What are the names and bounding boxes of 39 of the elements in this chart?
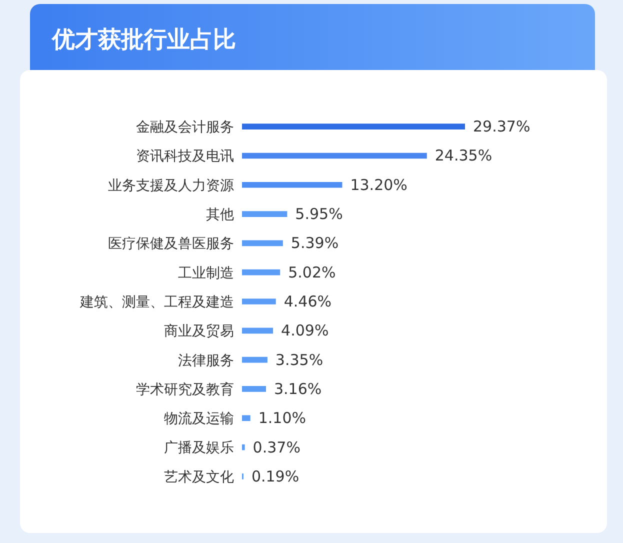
y-tick-label: 商业及贸易 [164,324,234,340]
bar [242,240,283,246]
bar [242,269,280,276]
data-label: 13.20% [350,176,408,194]
bar [242,211,288,217]
y-tick-label: 建筑、测量、工程及建造 [79,294,234,310]
y-tick-label: 医疗保健及兽医服务 [108,236,234,252]
y-tick-label: 业务支援及人力资源 [108,178,234,194]
y-tick-label: 物流及运输 [164,411,234,428]
y-tick-label: 广播及娱乐 [164,440,234,456]
bar [242,182,342,188]
data-label: 5.02% [288,263,336,282]
bar [242,386,266,392]
data-label: 4.46% [284,292,332,310]
data-label: 3.16% [274,380,322,398]
bar [242,328,274,334]
y-tick-label: 法律服务 [178,352,234,369]
chart-title: 优才获批行业占比 [52,26,236,55]
data-label: 3.35% [275,350,324,369]
data-label: 5.39% [290,234,339,252]
data-label: 5.95% [295,205,343,224]
y-tick-label: 艺术及文化 [164,469,234,486]
y-tick-label: 工业制造 [178,265,234,282]
y-tick-label: 资讯科技及电讯 [136,148,234,165]
bar [242,415,250,422]
data-label: 1.10% [258,409,306,428]
bar [242,298,276,304]
bar [242,356,268,363]
bar [242,152,427,159]
data-label: 4.09% [281,322,329,340]
y-tick-label: 学术研究及教育 [136,380,234,398]
bar [242,124,465,130]
y-tick-label: 其他 [206,207,234,224]
data-label: 0.37% [252,438,300,456]
data-label: 24.35% [434,146,492,165]
bar [242,444,245,450]
data-label: 29.37% [473,118,530,136]
data-label: 0.19% [251,467,300,486]
y-tick-label: 金融及会计服务 [136,120,234,136]
